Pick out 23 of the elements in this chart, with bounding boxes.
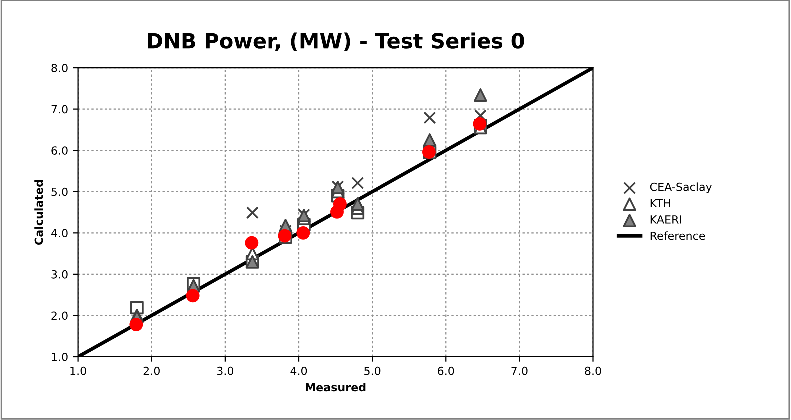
- y-tick-label: 6.0: [52, 146, 68, 155]
- x-tick-label: 2.0: [144, 366, 160, 376]
- x-tick-label: 3.0: [217, 366, 234, 376]
- y-tick-label: 2.0: [52, 312, 68, 320]
- chart-title: DNB Power, (MW) - Test Series 0: [148, 32, 524, 52]
- legend-label: CEA-Saclay: [650, 182, 712, 194]
- x-tick-label: 7.0: [512, 366, 528, 376]
- y-tick-label: 5.0: [52, 188, 68, 196]
- legend-label: Reference: [650, 232, 706, 240]
- x-tick-label: 1.0: [70, 366, 86, 376]
- legend-label: KAERI: [650, 216, 682, 224]
- y-tick-label: 8.0: [52, 64, 68, 72]
- x-tick-label: 6.0: [438, 366, 454, 376]
- y-tick-label: 1.0: [52, 352, 68, 362]
- y-tick-label: 4.0: [51, 229, 68, 238]
- y-tick-label: 7.0: [52, 105, 68, 114]
- y-tick-label: 3.0: [52, 270, 68, 279]
- x-tick-label: 4.0: [290, 366, 308, 376]
- x-tick-label: 8.0: [585, 366, 602, 376]
- x-axis-title: Measured: [306, 383, 366, 392]
- x-tick-label: 5.0: [364, 366, 381, 376]
- y-axis-title: Calculated: [34, 180, 44, 245]
- legend-label: KTH: [650, 199, 670, 208]
